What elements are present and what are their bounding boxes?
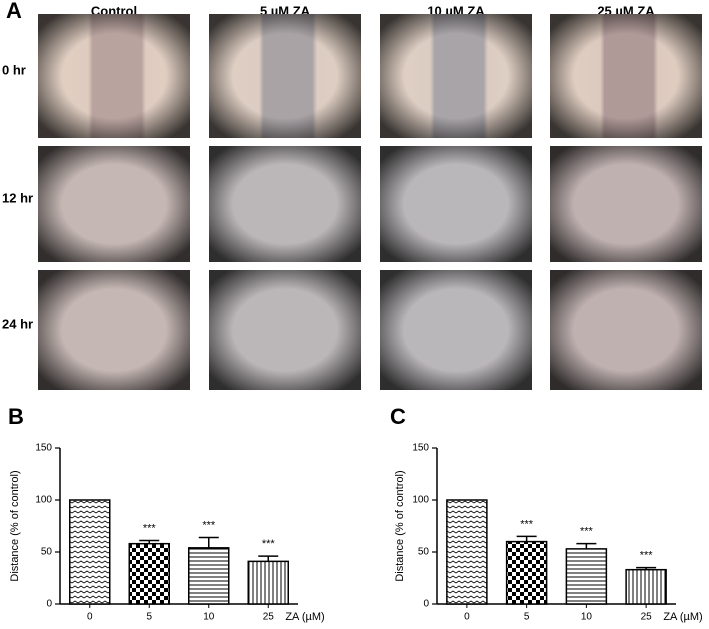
x-tick-label: 10 (581, 612, 593, 623)
vignette (209, 14, 361, 138)
y-tick-label: 50 (41, 547, 53, 558)
y-tick-label: 0 (46, 599, 52, 610)
y-tick-label: 100 (412, 495, 429, 506)
y-tick-label: 50 (418, 547, 430, 558)
row-label: 12 hr (2, 190, 33, 205)
significance: *** (262, 538, 276, 550)
bar (247, 560, 289, 605)
y-tick-label: 150 (35, 443, 52, 454)
y-tick-label: 100 (35, 495, 52, 506)
x-tick-label: 5 (524, 612, 530, 623)
row-label: 0 hr (2, 62, 26, 77)
significance: *** (580, 526, 594, 538)
panel-label: B (8, 404, 24, 429)
bar (128, 542, 170, 605)
significance: *** (520, 518, 534, 530)
bar (446, 499, 488, 605)
y-tick-label: 150 (412, 443, 429, 454)
vignette (38, 270, 190, 390)
x-tick-label: 25 (641, 612, 653, 623)
bar (565, 548, 608, 605)
y-tick-label: 0 (423, 599, 429, 610)
significance: *** (640, 550, 654, 562)
vignette (550, 270, 702, 390)
bar (69, 499, 111, 605)
bar (505, 540, 548, 605)
vignette (380, 14, 532, 138)
x-tick-label: 10 (203, 612, 215, 623)
y-axis-label: Distance (% of control) (394, 470, 406, 581)
significance: *** (143, 522, 157, 534)
row-label: 24 hr (2, 316, 33, 331)
x-tick-label: 5 (146, 612, 152, 623)
vignette (380, 270, 532, 390)
vignette (209, 270, 361, 390)
vignette (550, 146, 702, 262)
x-axis-label: ZA (µM) (663, 611, 702, 623)
vignette (380, 146, 532, 262)
bar (188, 547, 230, 605)
significance: *** (202, 519, 216, 531)
y-axis-label: Distance (% of control) (9, 470, 21, 581)
vignette (550, 14, 702, 138)
bar (625, 568, 667, 605)
x-axis-label: ZA (µM) (285, 611, 324, 623)
panel-label: A (6, 0, 22, 23)
x-tick-label: 0 (87, 612, 93, 623)
panel-label: C (390, 404, 406, 429)
vignette (38, 146, 190, 262)
x-tick-label: 25 (263, 612, 275, 623)
vignette (38, 14, 190, 138)
vignette (209, 146, 361, 262)
x-tick-label: 0 (464, 612, 470, 623)
